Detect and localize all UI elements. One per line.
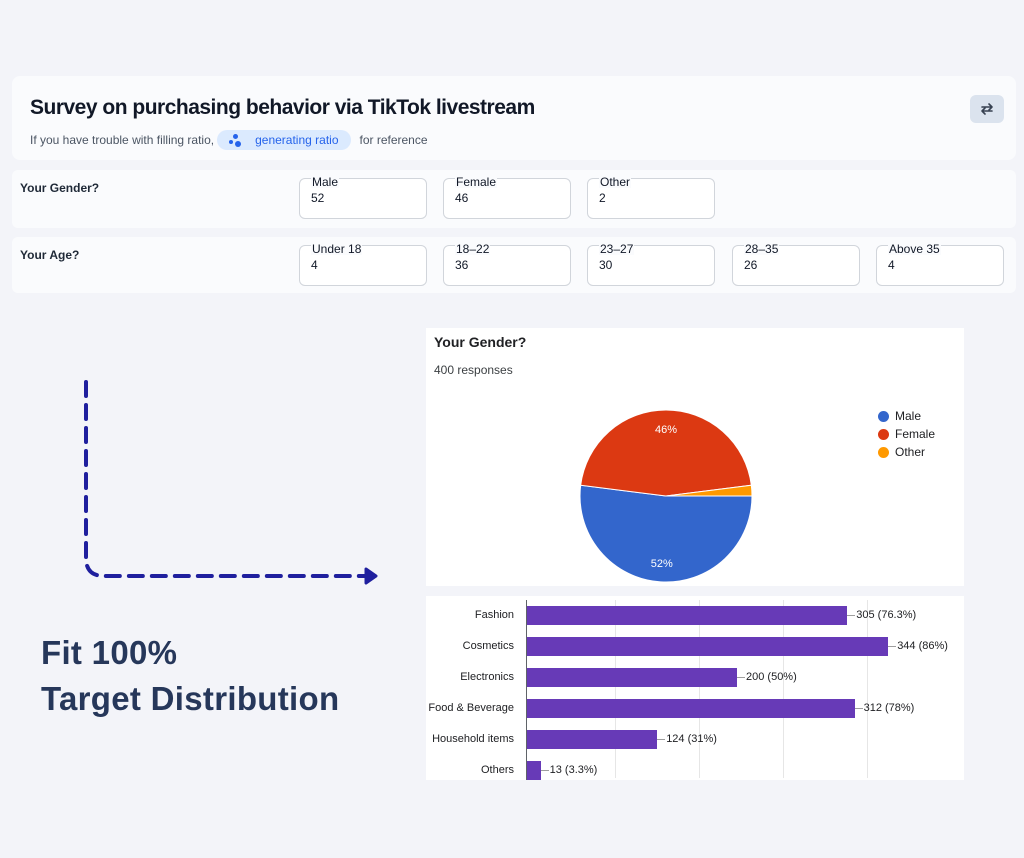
bar-label-connector (540, 770, 549, 771)
pie-label-female: 46% (655, 424, 677, 436)
bar-label-connector (888, 646, 897, 647)
dashed-arrow-icon (84, 380, 378, 585)
age-18-22-ratio-field[interactable]: 18–22 36 (443, 242, 571, 286)
bar-value-label-electronics: 200 (50%) (746, 671, 797, 683)
bar-category-fashion: Fashion (474, 609, 514, 621)
survey-title: Survey on purchasing behavior via TikTok… (30, 96, 535, 119)
bar-label-connector (737, 677, 745, 678)
bar-value-label-cosmetics: 344 (86%) (897, 640, 948, 652)
age-28-35-field-label: 28–35 (744, 242, 780, 256)
subtitle-text-before: If you have trouble with filling ratio, (30, 133, 215, 147)
male-field-label: Male (311, 175, 340, 189)
legend-swatch-male (878, 410, 889, 422)
pie-chart-response-count: 400 responses (434, 363, 513, 377)
female-ratio-field[interactable]: Female 46 (443, 175, 571, 219)
bar-value-label-household-items: 124 (31%) (666, 733, 717, 745)
male-field-value[interactable]: 52 (311, 191, 325, 205)
bar-chart-axis (526, 600, 527, 780)
bar-category-food-beverage: Food & Beverage (428, 702, 514, 714)
age-28-35-ratio-field[interactable]: 28–35 26 (732, 242, 860, 286)
under-18-field-label: Under 18 (311, 242, 363, 256)
bar-fashion (527, 606, 848, 625)
gender-pie-chart-card: Your Gender? 400 responses 52% 46% Male F… (426, 328, 964, 586)
pie-slice-male (579, 484, 753, 583)
age-23-27-field-label: 23–27 (599, 242, 635, 256)
bar-others (527, 761, 541, 780)
gender-pie-chart: 52% 46% (579, 409, 753, 583)
bar-grid-line (615, 600, 616, 778)
survey-subtitle: If you have trouble with filling ratio, … (30, 130, 428, 150)
bar-food-beverage (527, 699, 855, 718)
above-35-ratio-field[interactable]: Above 35 4 (876, 242, 1004, 286)
other-ratio-field[interactable]: Other 2 (587, 175, 715, 219)
bar-household-items (527, 730, 658, 749)
female-field-label: Female (455, 175, 498, 189)
bar-label-connector (854, 708, 863, 709)
bar-category-cosmetics: Cosmetics (462, 640, 514, 652)
swap-icon (981, 103, 993, 115)
bar-category-household-items: Household items (432, 733, 514, 745)
age-question-label: Your Age? (20, 248, 80, 262)
generating-ratio-button[interactable]: generating ratio (217, 130, 351, 150)
legend-female: Female (878, 427, 935, 441)
legend-label-other: Other (895, 445, 926, 459)
above-35-field-value[interactable]: 4 (888, 258, 895, 272)
legend-other: Other (878, 445, 925, 459)
gender-question-row: Your Gender? Male 52 Female 46 Other 2 (12, 170, 1016, 228)
age-question-row: Your Age? Under 18 4 18–22 36 23–27 30 2… (12, 237, 1016, 293)
age-23-27-ratio-field[interactable]: 23–27 30 (587, 242, 715, 286)
promo-text: Fit 100% Target Distribution (41, 630, 339, 722)
bar-value-label-food-beverage: 312 (78%) (863, 702, 915, 714)
subtitle-text-after: for reference (359, 133, 428, 147)
sparkle-icon (229, 134, 242, 147)
generating-ratio-label: generating ratio (255, 133, 339, 147)
female-field-value[interactable]: 46 (455, 191, 469, 205)
legend-swatch-female (878, 428, 889, 440)
age-28-35-field-value[interactable]: 26 (744, 258, 758, 272)
bar-grid-line (699, 600, 700, 778)
bar-grid-line (867, 600, 868, 778)
under-18-ratio-field[interactable]: Under 18 4 (299, 242, 427, 286)
legend-label-male: Male (895, 409, 922, 423)
gender-question-label: Your Gender? (20, 181, 100, 195)
bar-value-label-fashion: 305 (76.3%) (856, 609, 917, 621)
legend-male: Male (878, 409, 921, 423)
pie-slice-other (665, 484, 753, 497)
bar-label-connector (847, 615, 856, 616)
promo-line-1: Fit 100% (41, 634, 178, 671)
bar-grid-line (783, 600, 784, 778)
above-35-field-label: Above 35 (888, 242, 941, 256)
other-field-label: Other (599, 175, 632, 189)
bar-electronics (527, 668, 737, 687)
male-ratio-field[interactable]: Male 52 (299, 175, 427, 219)
bar-cosmetics (527, 637, 889, 656)
age-23-27-field-value[interactable]: 30 (599, 258, 613, 272)
pie-chart-title: Your Gender? (434, 334, 527, 350)
swap-button[interactable] (970, 95, 1004, 123)
pie-label-male: 52% (651, 558, 673, 570)
legend-swatch-other (878, 446, 889, 458)
pie-slice-female (580, 409, 752, 497)
age-18-22-field-label: 18–22 (455, 242, 491, 256)
bar-value-label-others: 13 (3.3%) (549, 764, 598, 776)
bar-label-connector (657, 739, 666, 740)
age-18-22-field-value[interactable]: 36 (455, 258, 469, 272)
legend-label-female: Female (895, 427, 936, 441)
bar-category-others: Others (480, 764, 514, 776)
bar-category-electronics: Electronics (460, 671, 514, 683)
under-18-field-value[interactable]: 4 (311, 258, 318, 272)
category-bar-chart-card: Fashion 305 (76.3%) Cosmetics 344 (86%) Elec… (426, 596, 964, 780)
other-field-value[interactable]: 2 (599, 191, 606, 205)
survey-header-card: Survey on purchasing behavior via TikTok… (12, 76, 1016, 160)
promo-line-2: Target Distribution (41, 680, 340, 717)
